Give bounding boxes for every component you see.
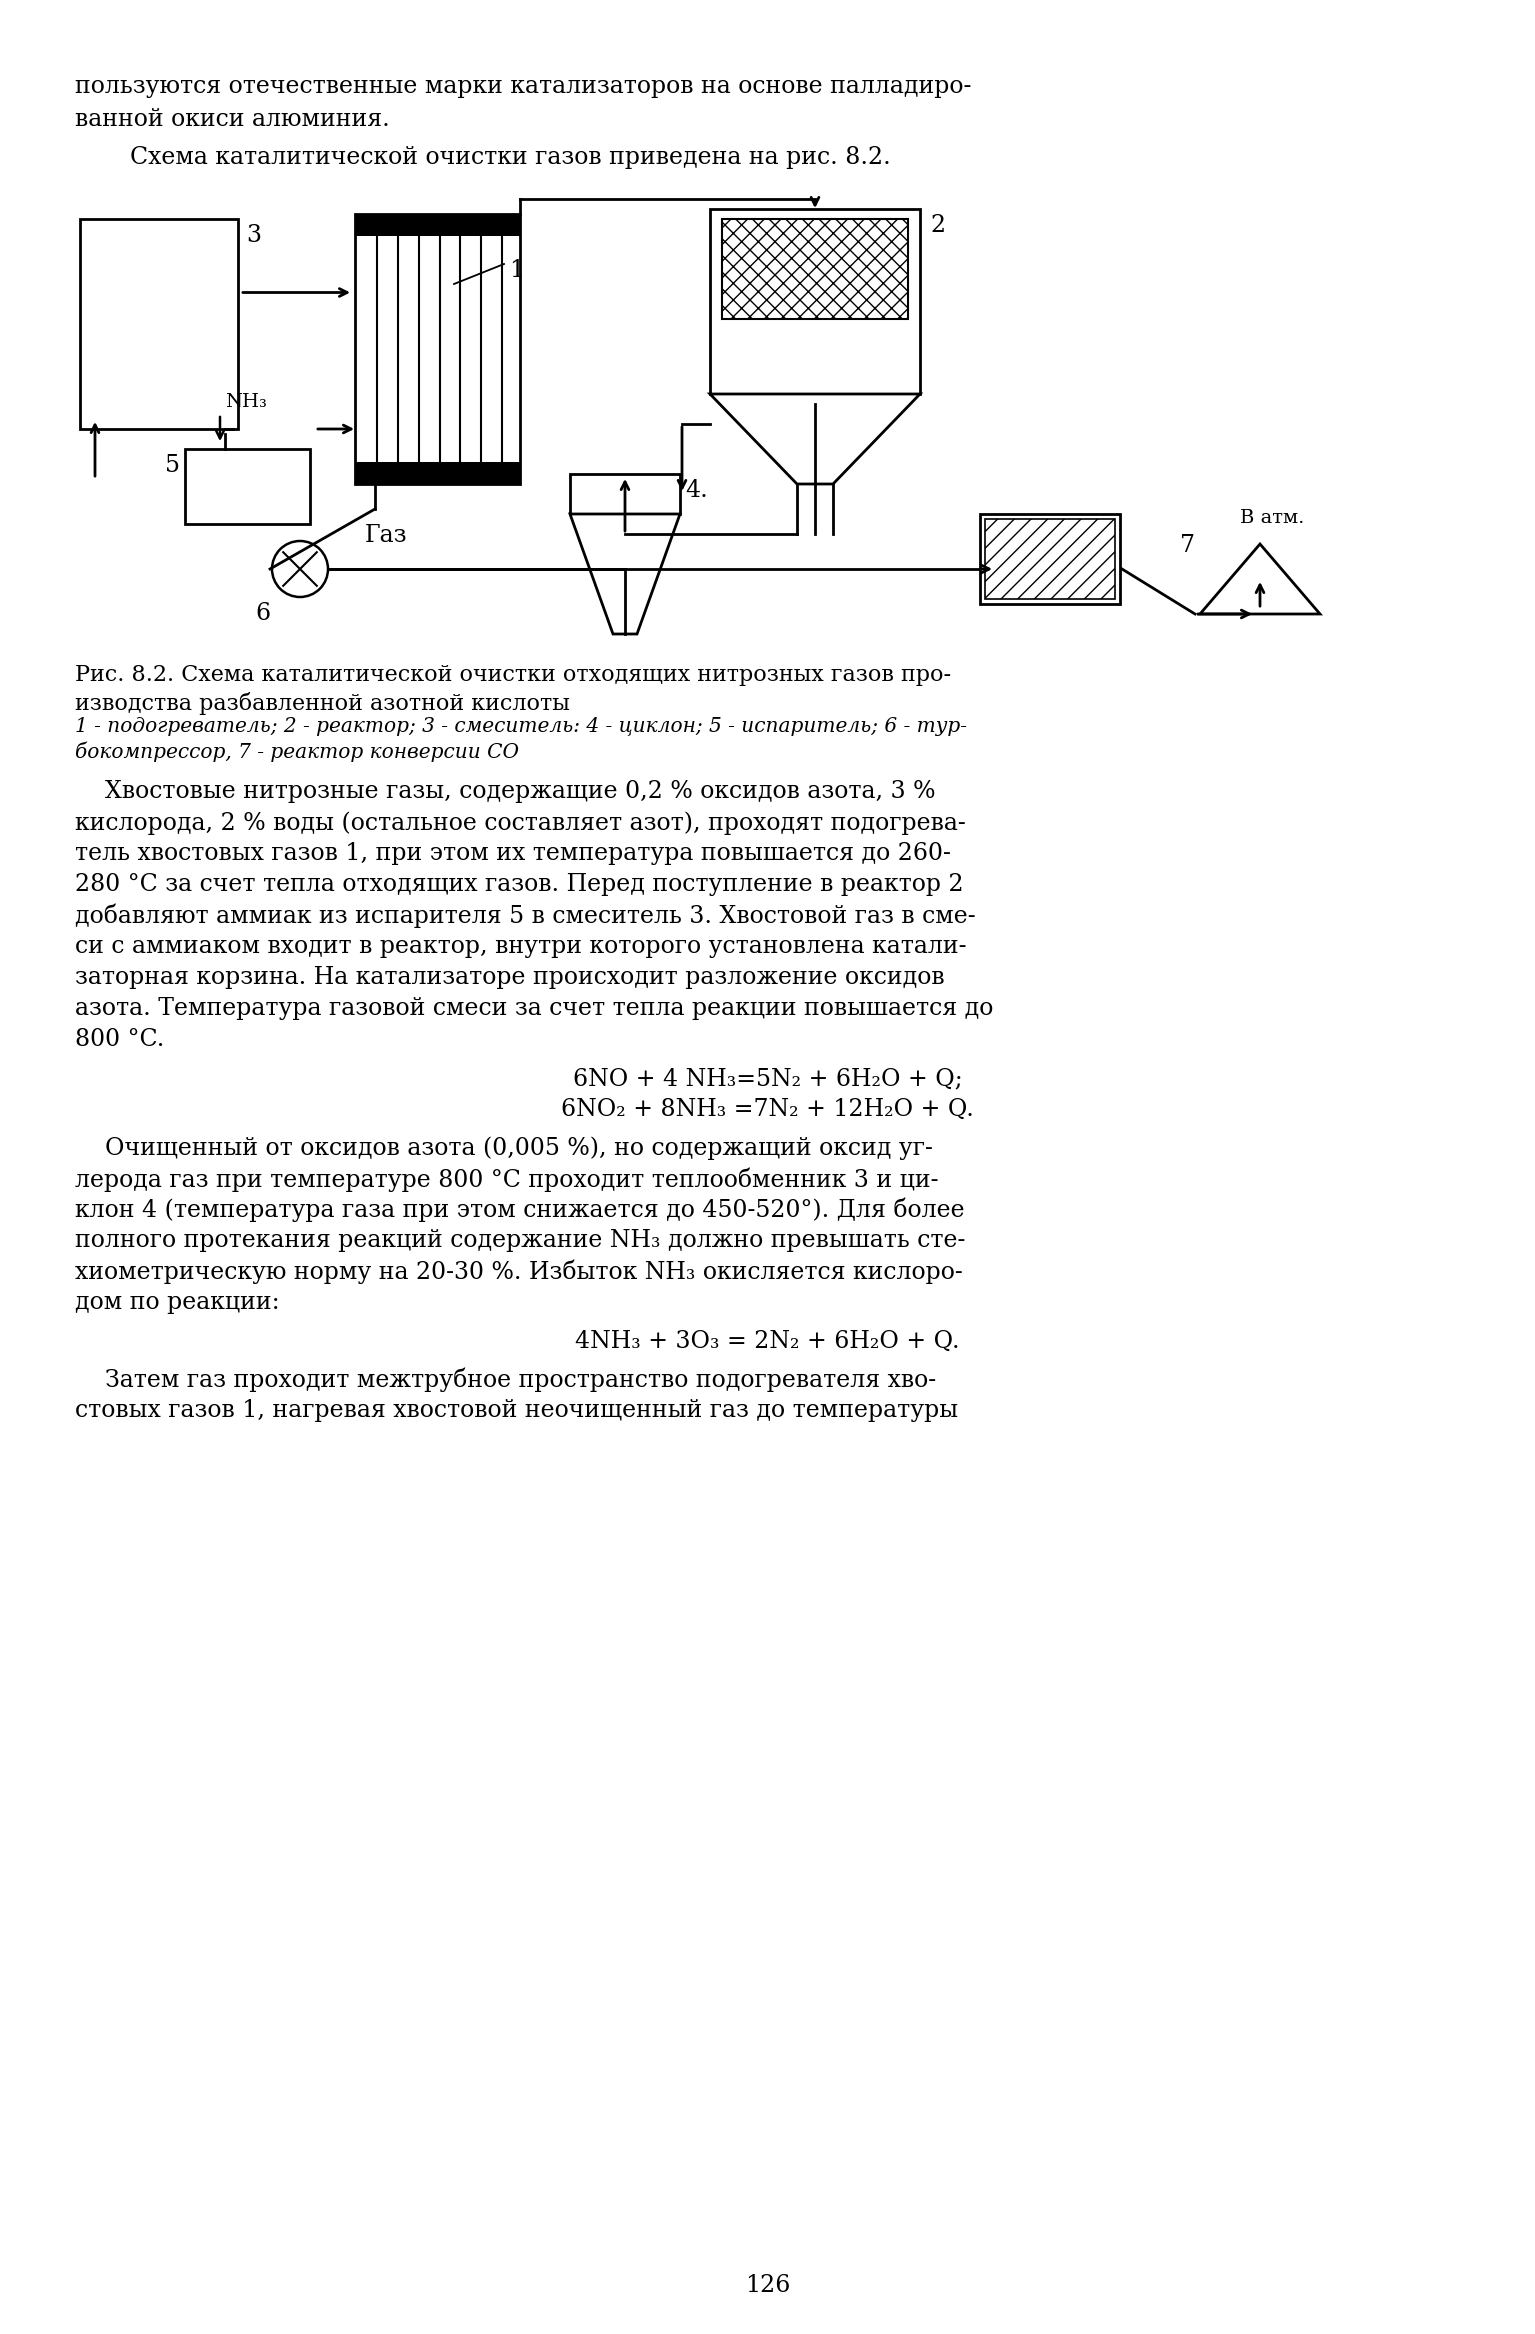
Text: дом по реакции:: дом по реакции: [75, 1291, 279, 1314]
Bar [979, 513, 1121, 605]
Text: 4.: 4. [685, 478, 708, 502]
Polygon shape [569, 513, 680, 635]
Text: 5: 5 [164, 455, 180, 476]
Text: полного протекания реакций содержание NH₃ должно превышать сте-: полного протекания реакций содержание NH… [75, 1230, 966, 1251]
Text: бокомпрессор, 7 - реактор конверсии СО: бокомпрессор, 7 - реактор конверсии СО [75, 742, 519, 763]
Circle shape [272, 541, 328, 598]
Text: 4NH₃ + 3O₃ = 2N₂ + 6H₂O + Q.: 4NH₃ + 3O₃ = 2N₂ + 6H₂O + Q. [576, 1330, 959, 1354]
Text: си с аммиаком входит в реактор, внутри которого установлена катали-: си с аммиаком входит в реактор, внутри к… [75, 936, 967, 957]
Text: Хвостовые нитрозные газы, содержащие 0,2 % оксидов азота, 3 %: Хвостовые нитрозные газы, содержащие 0,2… [75, 780, 935, 803]
Text: 1 - подогреватель; 2 - реактор; 3 - смеситель: 4 - циклон; 5 - испаритель; 6 - т: 1 - подогреватель; 2 - реактор; 3 - смес… [75, 717, 967, 735]
Bar [985, 518, 1114, 600]
Text: клон 4 (температура газа при этом снижается до 450-520°). Для более: клон 4 (температура газа при этом снижае… [75, 1197, 964, 1223]
Text: 6NO + 4 NH₃=5N₂ + 6H₂O + Q;: 6NO + 4 NH₃=5N₂ + 6H₂O + Q; [573, 1067, 962, 1090]
Text: лерода газ при температуре 800 °C проходит теплообменник 3 и ци-: лерода газ при температуре 800 °C проход… [75, 1167, 938, 1190]
Bar [355, 215, 520, 483]
Text: NH₃: NH₃ [226, 392, 267, 411]
Bar [186, 448, 310, 525]
Bar [711, 210, 919, 394]
Text: 6: 6 [255, 602, 270, 626]
Text: 2: 2 [930, 215, 946, 238]
Bar [721, 219, 909, 320]
Text: стовых газов 1, нагревая хвостовой неочищенный газ до температуры: стовых газов 1, нагревая хвостовой неочи… [75, 1398, 958, 1421]
Text: азота. Температура газовой смеси за счет тепла реакции повышается до: азота. Температура газовой смеси за счет… [75, 997, 993, 1020]
Text: Газ: Газ [365, 525, 407, 546]
Text: Схема каталитической очистки газов приведена на рис. 8.2.: Схема каталитической очистки газов приве… [130, 147, 890, 168]
Text: Рис. 8.2. Схема каталитической очистки отходящих нитрозных газов про-: Рис. 8.2. Схема каталитической очистки о… [75, 663, 952, 686]
Text: добавляют аммиак из испарителя 5 в смеситель 3. Хвостовой газ в сме-: добавляют аммиак из испарителя 5 в смеси… [75, 903, 976, 929]
Text: кислорода, 2 % воды (остальное составляет азот), проходят подогрева-: кислорода, 2 % воды (остальное составляе… [75, 810, 966, 836]
Bar [355, 462, 520, 483]
Bar [355, 215, 520, 236]
Text: хиометрическую норму на 20-30 %. Избыток NH₃ окисляется кислоро-: хиометрическую норму на 20-30 %. Избыток… [75, 1260, 962, 1284]
Text: 800 °C.: 800 °C. [75, 1027, 164, 1050]
Text: 126: 126 [744, 2273, 791, 2297]
Text: ванной окиси алюминия.: ванной окиси алюминия. [75, 107, 390, 131]
Text: 280 °C за счет тепла отходящих газов. Перед поступление в реактор 2: 280 °C за счет тепла отходящих газов. Пе… [75, 873, 964, 896]
Text: 1: 1 [510, 259, 523, 282]
Bar [80, 219, 238, 429]
Bar [569, 474, 680, 513]
Text: заторная корзина. На катализаторе происходит разложение оксидов: заторная корзина. На катализаторе происх… [75, 966, 944, 990]
Text: пользуются отечественные марки катализаторов на основе палладиро-: пользуются отечественные марки катализат… [75, 75, 972, 98]
Text: В атм.: В атм. [1240, 509, 1305, 527]
Text: тель хвостовых газов 1, при этом их температура повышается до 260-: тель хвостовых газов 1, при этом их темп… [75, 843, 950, 866]
Text: 6NO₂ + 8NH₃ =7N₂ + 12H₂O + Q.: 6NO₂ + 8NH₃ =7N₂ + 12H₂O + Q. [562, 1097, 973, 1120]
Text: Очищенный от оксидов азота (0,005 %), но содержащий оксид уг-: Очищенный от оксидов азота (0,005 %), но… [75, 1137, 933, 1160]
Text: 7: 7 [1180, 534, 1196, 558]
Text: 3: 3 [246, 224, 261, 247]
Polygon shape [711, 394, 919, 483]
Text: изводства разбавленной азотной кислоты: изводства разбавленной азотной кислоты [75, 691, 569, 714]
Polygon shape [1200, 544, 1320, 614]
Text: Затем газ проходит межтрубное пространство подогревателя хво-: Затем газ проходит межтрубное пространст… [75, 1368, 936, 1393]
